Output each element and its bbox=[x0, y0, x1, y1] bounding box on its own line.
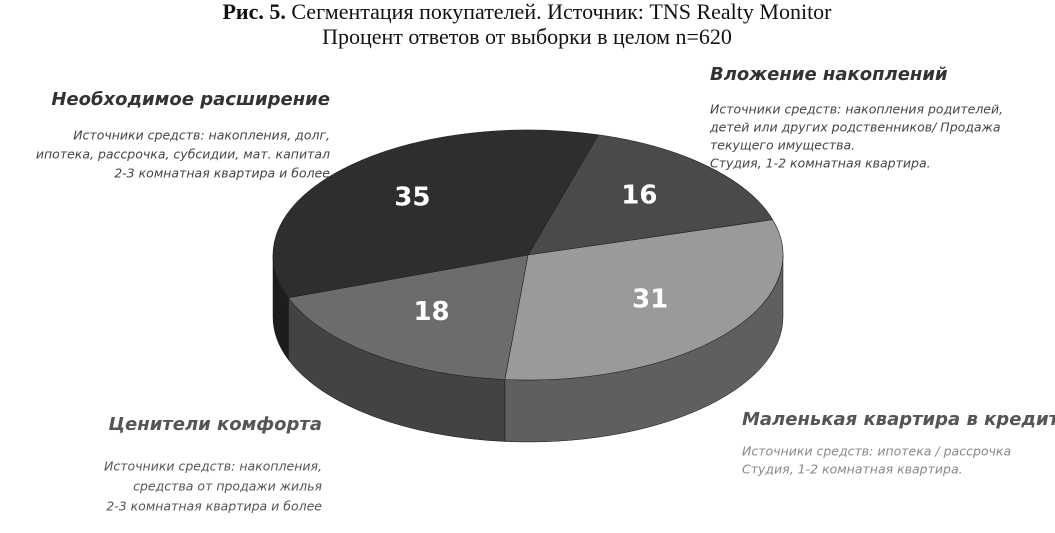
value-label: 31 bbox=[632, 285, 668, 315]
slice bbox=[527, 134, 774, 256]
value-label: 35 bbox=[394, 183, 430, 213]
segment-description: Источники средств: накопления, bbox=[104, 459, 322, 474]
segment-description: средства от продажи жилья bbox=[133, 479, 322, 494]
segment-description: текущего имущества. bbox=[710, 138, 855, 153]
segment-description: детей или других родственников/ Продажа bbox=[709, 120, 1001, 135]
segment-description: Источники средств: накопления родителей, bbox=[710, 102, 1003, 117]
slice bbox=[272, 129, 599, 299]
segment-description: ипотека, рассрочка, субсидии, мат. капит… bbox=[36, 147, 330, 162]
value-label: 16 bbox=[621, 181, 657, 211]
segment-description: Студия, 1-2 комнатная квартира. bbox=[742, 462, 963, 477]
chart-title: Сегментация покупателей. Источник: TNS R… bbox=[291, 0, 832, 24]
value-label: 18 bbox=[413, 297, 449, 327]
segment-description: 2-3 комнатная квартира и более bbox=[106, 499, 322, 514]
segment-description: Студия, 1-2 комнатная квартира. bbox=[710, 156, 931, 171]
segment-description: 2-3 комнатная квартира и более bbox=[114, 166, 330, 181]
segment-name: Ценители комфорта bbox=[108, 414, 322, 435]
figure-label: Рис. 5. bbox=[222, 0, 285, 24]
slice bbox=[287, 254, 529, 380]
segment-description: Источники средств: ипотека / рассрочка bbox=[742, 444, 1011, 459]
segment-description: Источники средств: накопления, долг, bbox=[73, 128, 330, 143]
segment-name: Вложение накоплений bbox=[710, 64, 948, 85]
segment-name: Необходимое расширение bbox=[51, 89, 330, 110]
segment-name: Маленькая квартира в кредит bbox=[742, 409, 1055, 430]
slice bbox=[504, 219, 784, 381]
chart-title-line: Рис. 5. Сегментация покупателей. Источни… bbox=[222, 0, 832, 24]
chart-subtitle: Процент ответов от выборки в целом n=620 bbox=[322, 24, 732, 49]
